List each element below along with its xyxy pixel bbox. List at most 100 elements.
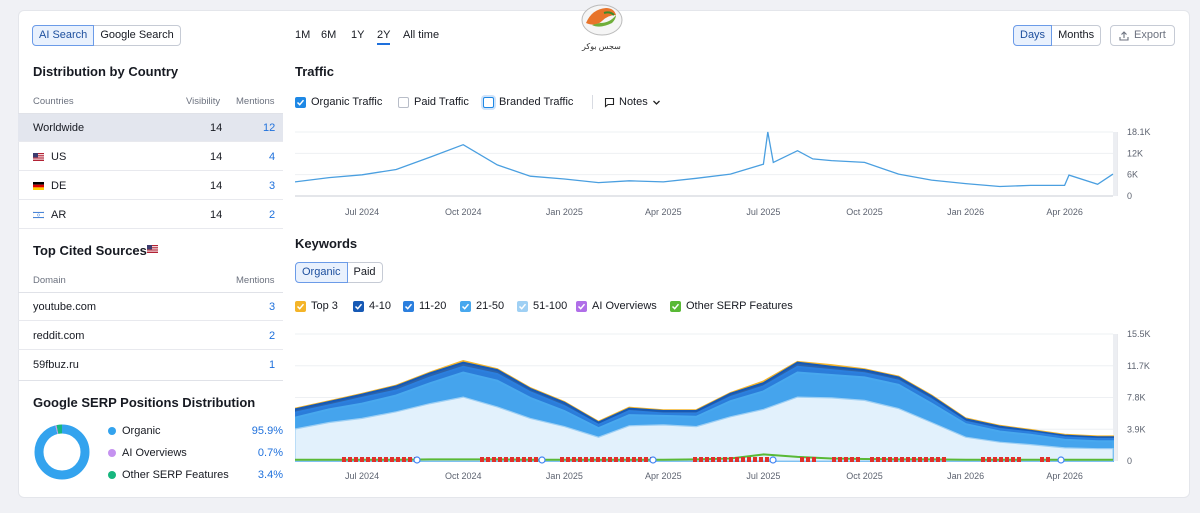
note-flag-icon[interactable] bbox=[936, 457, 940, 462]
note-flag-icon[interactable] bbox=[614, 457, 618, 462]
note-flag-icon[interactable] bbox=[900, 457, 904, 462]
note-flag-icon[interactable] bbox=[753, 457, 757, 462]
note-flag-icon[interactable] bbox=[1011, 457, 1015, 462]
note-flag-icon[interactable] bbox=[632, 457, 636, 462]
note-flag-icon[interactable] bbox=[584, 457, 588, 462]
mentions-link[interactable]: 3 bbox=[269, 301, 276, 313]
mentions-link[interactable]: 2 bbox=[269, 330, 276, 342]
organic-traffic-checkbox[interactable]: Organic Traffic bbox=[295, 96, 382, 108]
note-flag-icon[interactable] bbox=[870, 457, 874, 462]
note-flag-icon[interactable] bbox=[918, 457, 922, 462]
note-flag-icon[interactable] bbox=[1017, 457, 1021, 462]
note-flag-icon[interactable] bbox=[510, 457, 514, 462]
google-update-icon[interactable] bbox=[769, 456, 777, 464]
note-flag-icon[interactable] bbox=[729, 457, 733, 462]
note-flag-icon[interactable] bbox=[765, 457, 769, 462]
note-flag-icon[interactable] bbox=[888, 457, 892, 462]
note-flag-icon[interactable] bbox=[390, 457, 394, 462]
note-flag-icon[interactable] bbox=[741, 457, 745, 462]
note-flag-icon[interactable] bbox=[987, 457, 991, 462]
export-button[interactable]: Export bbox=[1110, 25, 1175, 46]
mentions-link[interactable]: 2 bbox=[269, 209, 276, 221]
traffic-chart[interactable]: Jul 2024 Oct 2024 Jan 2025 Apr 2025 Jul 2025… bbox=[295, 124, 1175, 220]
note-flag-icon[interactable] bbox=[699, 457, 703, 462]
note-flag-icon[interactable] bbox=[608, 457, 612, 462]
table-row[interactable]: youtube.com 3 bbox=[18, 293, 283, 321]
note-flag-icon[interactable] bbox=[832, 457, 836, 462]
note-flag-icon[interactable] bbox=[348, 457, 352, 462]
ai-search-button[interactable]: AI Search bbox=[32, 25, 95, 46]
range-6m[interactable]: 6M bbox=[321, 29, 337, 41]
range-1m[interactable]: 1M bbox=[295, 29, 311, 41]
note-flag-icon[interactable] bbox=[735, 457, 739, 462]
note-flag-icon[interactable] bbox=[602, 457, 606, 462]
note-flag-icon[interactable] bbox=[912, 457, 916, 462]
note-flag-icon[interactable] bbox=[711, 457, 715, 462]
range-2y[interactable]: 2Y bbox=[377, 29, 391, 45]
notes-dropdown[interactable]: Notes bbox=[604, 96, 661, 108]
keywords-chart[interactable]: Jul 2024 Oct 2024 Jan 2025 Apr 2025 Jul 2025… bbox=[295, 326, 1175, 486]
note-flag-icon[interactable] bbox=[504, 457, 508, 462]
mentions-link[interactable]: 4 bbox=[269, 151, 276, 163]
days-button[interactable]: Days bbox=[1013, 25, 1053, 46]
note-flag-icon[interactable] bbox=[1040, 457, 1044, 462]
range-1y[interactable]: 1Y bbox=[351, 29, 365, 41]
note-flag-icon[interactable] bbox=[480, 457, 484, 462]
note-flag-icon[interactable] bbox=[620, 457, 624, 462]
google-update-icon[interactable] bbox=[538, 456, 546, 464]
table-row[interactable]: 59fbuz.ru 1 bbox=[18, 351, 283, 379]
mentions-link[interactable]: 3 bbox=[269, 180, 276, 192]
note-flag-icon[interactable] bbox=[560, 457, 564, 462]
note-flag-icon[interactable] bbox=[1005, 457, 1009, 462]
google-update-icon[interactable] bbox=[413, 456, 421, 464]
legend-11-20-checkbox[interactable]: 11-20 bbox=[403, 300, 446, 312]
note-flag-icon[interactable] bbox=[717, 457, 721, 462]
note-flag-icon[interactable] bbox=[806, 457, 810, 462]
note-flag-icon[interactable] bbox=[999, 457, 1003, 462]
note-flag-icon[interactable] bbox=[906, 457, 910, 462]
paid-traffic-checkbox[interactable]: Paid Traffic bbox=[398, 96, 469, 108]
months-button[interactable]: Months bbox=[1052, 25, 1102, 46]
note-flag-icon[interactable] bbox=[876, 457, 880, 462]
google-update-icon[interactable] bbox=[649, 456, 657, 464]
note-flag-icon[interactable] bbox=[522, 457, 526, 462]
note-flag-icon[interactable] bbox=[534, 457, 538, 462]
note-flag-icon[interactable] bbox=[894, 457, 898, 462]
note-flag-icon[interactable] bbox=[844, 457, 848, 462]
note-flag-icon[interactable] bbox=[812, 457, 816, 462]
table-row[interactable]: AR 14 2 bbox=[18, 201, 283, 229]
note-flag-icon[interactable] bbox=[528, 457, 532, 462]
note-flag-icon[interactable] bbox=[486, 457, 490, 462]
note-flag-icon[interactable] bbox=[354, 457, 358, 462]
google-update-icon[interactable] bbox=[1057, 456, 1065, 464]
note-flag-icon[interactable] bbox=[882, 457, 886, 462]
note-flag-icon[interactable] bbox=[838, 457, 842, 462]
note-flag-icon[interactable] bbox=[856, 457, 860, 462]
note-flag-icon[interactable] bbox=[930, 457, 934, 462]
note-flag-icon[interactable] bbox=[384, 457, 388, 462]
note-flag-icon[interactable] bbox=[693, 457, 697, 462]
note-flag-icon[interactable] bbox=[759, 457, 763, 462]
table-row[interactable]: reddit.com 2 bbox=[18, 322, 283, 350]
note-flag-icon[interactable] bbox=[993, 457, 997, 462]
tab-paid[interactable]: Paid bbox=[347, 262, 383, 283]
note-flag-icon[interactable] bbox=[498, 457, 502, 462]
note-flag-icon[interactable] bbox=[566, 457, 570, 462]
table-row[interactable]: DE 14 3 bbox=[18, 172, 283, 200]
note-flag-icon[interactable] bbox=[360, 457, 364, 462]
note-flag-icon[interactable] bbox=[578, 457, 582, 462]
branded-traffic-checkbox[interactable]: Branded Traffic bbox=[483, 96, 573, 108]
legend-ai-overviews-checkbox[interactable]: AI Overviews bbox=[576, 300, 657, 312]
legend-other-serp-features-checkbox[interactable]: Other SERP Features bbox=[670, 300, 793, 312]
table-row[interactable]: US 14 4 bbox=[18, 143, 283, 171]
note-flag-icon[interactable] bbox=[924, 457, 928, 462]
note-flag-icon[interactable] bbox=[402, 457, 406, 462]
legend-4-10-checkbox[interactable]: 4-10 bbox=[353, 300, 391, 312]
note-flag-icon[interactable] bbox=[723, 457, 727, 462]
note-flag-icon[interactable] bbox=[516, 457, 520, 462]
mentions-link[interactable]: 12 bbox=[263, 122, 276, 134]
note-flag-icon[interactable] bbox=[1046, 457, 1050, 462]
note-flag-icon[interactable] bbox=[378, 457, 382, 462]
note-flag-icon[interactable] bbox=[644, 457, 648, 462]
table-row[interactable]: Worldwide 14 12 bbox=[18, 114, 283, 142]
